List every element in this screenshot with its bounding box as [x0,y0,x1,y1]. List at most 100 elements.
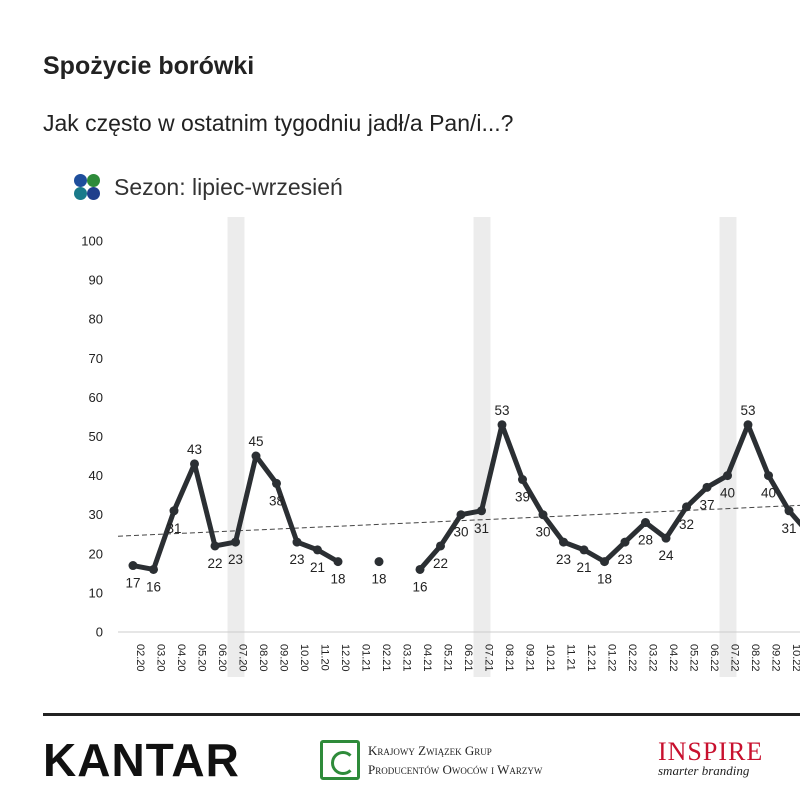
data-label: 38 [269,493,284,508]
legend-dot [74,187,87,200]
x-tick-label: 03.21 [401,644,413,672]
data-point [641,518,650,528]
inspire-logo: INSPIRE smarter branding [658,737,763,779]
legend: Sezon: lipiec-wrzesień [72,172,343,202]
data-point [682,502,691,512]
x-tick-label: 10.22 [790,644,800,672]
data-point [456,510,466,520]
legend-dot [74,174,87,187]
data-point [497,420,507,430]
data-point [600,557,609,567]
data-point [251,451,261,461]
data-point [149,564,158,574]
data-point [169,506,179,516]
x-tick-label: 03.20 [155,644,167,672]
x-tick-label: 06.20 [216,644,228,672]
x-tick-label: 08.22 [749,644,761,672]
data-label: 31 [781,521,796,536]
data-label: 30 [535,525,550,540]
data-label: 17 [125,576,140,591]
data-point [477,506,486,516]
y-tick-label: 0 [96,625,103,640]
y-tick-label: 100 [81,234,103,249]
kzgp-name-line1: Krajowy Związek Grup [368,743,492,758]
x-tick-label: 08.21 [503,644,515,672]
data-point [538,510,548,520]
x-tick-label: 07.21 [483,644,495,672]
data-point [436,541,445,551]
x-tick-label: 12.21 [585,644,597,672]
x-tick-label: 07.20 [237,644,249,672]
data-point [272,478,281,488]
x-tick-label: 12.20 [339,644,351,672]
inspire-wordmark: INSPIRE [658,737,764,766]
season-band [227,217,245,677]
data-point [784,506,794,516]
data-label: 37 [699,497,714,512]
footer-divider [43,713,800,716]
data-point [210,541,220,551]
data-label: 16 [146,579,161,594]
x-tick-label: 02.20 [134,644,146,672]
data-label: 39 [515,490,530,505]
x-tick-label: 04.20 [175,644,187,672]
line-chart: 0 10 20 30 40 50 60 70 80 90 100 02.20 03.20 04.20 05… [81,217,800,677]
kantar-logo: KANTAR [43,734,240,786]
data-label: 23 [617,552,632,567]
data-label: 16 [412,579,427,594]
y-tick-label: 30 [89,507,103,522]
data-label: 53 [494,403,509,418]
data-label: 32 [679,517,694,532]
data-point [128,561,138,571]
kzgp-emblem-icon [320,740,360,780]
data-point [702,482,712,492]
data-label: 18 [330,572,345,587]
data-point [559,537,568,547]
y-tick-label: 90 [89,273,103,288]
x-tick-label: 11.21 [565,644,577,671]
x-tick-label: 10.20 [298,644,310,672]
data-label: 31 [474,521,489,536]
x-tick-label: 09.22 [770,644,782,672]
series-line [417,422,800,572]
x-tick-label: 09.21 [524,644,536,672]
data-point [292,537,302,547]
data-point [313,545,322,555]
data-label: 24 [658,548,674,563]
data-point [518,475,527,485]
x-tick-label: 05.21 [442,644,454,672]
y-tick-label: 20 [89,546,103,561]
x-tick-label: 06.21 [462,644,474,672]
kzgp-logo: Krajowy Związek Grup Producentów Owoców … [320,740,542,780]
data-label: 53 [740,403,755,418]
data-label: 40 [761,486,776,501]
x-tick-label: 01.21 [360,644,372,672]
chart-title: Spożycie borówki [43,52,255,80]
data-label: 23 [228,552,243,567]
data-label: 18 [597,572,612,587]
chart-question: Jak często w ostatnim tygodniu jadł/a Pa… [43,110,514,136]
data-point [764,471,773,481]
legend-dots-icon [72,172,102,202]
data-point [415,564,425,574]
data-label: 31 [166,521,181,536]
season-band [719,217,737,677]
legend-dot [87,174,100,187]
x-tick-label: 01.22 [606,644,618,672]
x-tick-label: 02.21 [380,644,392,672]
data-point [190,459,199,469]
kzgp-name-line2: Producentów Owoców i Warzyw [368,762,543,777]
season-band [473,217,491,677]
y-tick-label: 80 [89,312,103,327]
data-label: 28 [638,533,653,548]
x-tick-label: 02.22 [626,644,638,672]
data-label: 45 [248,434,263,449]
data-point [620,537,630,547]
data-point [231,537,240,547]
y-tick-label: 70 [89,351,103,366]
x-tick-label: 05.22 [688,644,700,672]
x-tick-label: 09.20 [278,644,290,672]
data-label: 40 [720,486,735,501]
data-label: 23 [556,552,571,567]
data-label: 22 [433,556,448,571]
